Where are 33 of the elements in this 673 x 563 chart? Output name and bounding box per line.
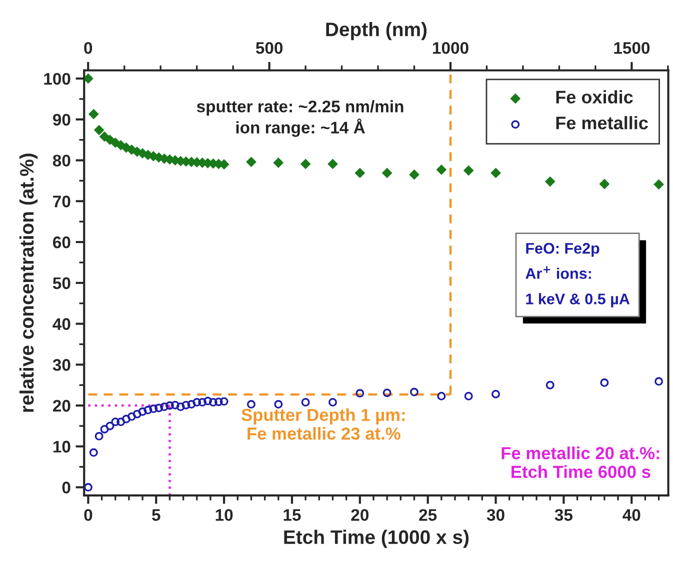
annotation: Sputter Depth 1 µm: Fe metallic 23 at.% [241, 408, 405, 440]
x-tick-label: 40 [622, 509, 640, 521]
x-tick-label: 35 [554, 509, 572, 521]
x-tick-label: 10 [216, 509, 233, 521]
x2-tick-label: 0 [84, 42, 92, 54]
x2-tick-label: 500 [256, 42, 283, 54]
x-tick-label: 15 [284, 509, 301, 521]
y-tick-label: 50 [52, 277, 70, 290]
x-tick-label: 5 [152, 509, 160, 521]
y-tick-label: 40 [52, 318, 70, 330]
x2-tick-label: 1000 [433, 42, 468, 54]
x-tick-label: 25 [419, 509, 437, 521]
legend-label: Fe oxidic [556, 90, 633, 104]
annotation: Fe metallic 20 at.%: Etch Time 6000 s [502, 446, 660, 478]
y-tick-label: 0 [62, 482, 70, 494]
y-tick-label: 30 [52, 359, 70, 371]
x2-tick-label: 1500 [614, 42, 650, 54]
legend-label: Fe metallic [556, 116, 648, 130]
x-axis-title: Etch Time (1000 x s) [284, 530, 469, 548]
x-tick-label: 30 [486, 509, 504, 521]
y-axis-title: relative concentration (at.%) [19, 154, 38, 412]
y-tick-label: 90 [52, 114, 70, 126]
x-tick-label: 20 [351, 509, 368, 521]
y-tick-label: 80 [52, 154, 70, 166]
x2-axis-title: Depth (nm) [326, 22, 427, 40]
y-tick-label: 20 [52, 400, 70, 412]
x-tick-label: 0 [84, 509, 92, 521]
annotation: FeO: Fe2p Ar$^{+}$ ions: 1 keV & 0.5 µA [526, 242, 630, 308]
y-tick-label: 100 [44, 72, 70, 85]
annotation: sputter rate: ~2.25 nm/min ion range: ~14 Å [196, 100, 404, 137]
y-tick-label: 70 [53, 196, 70, 208]
y-tick-label: 10 [53, 440, 70, 453]
y-tick-label: 60 [53, 236, 70, 248]
